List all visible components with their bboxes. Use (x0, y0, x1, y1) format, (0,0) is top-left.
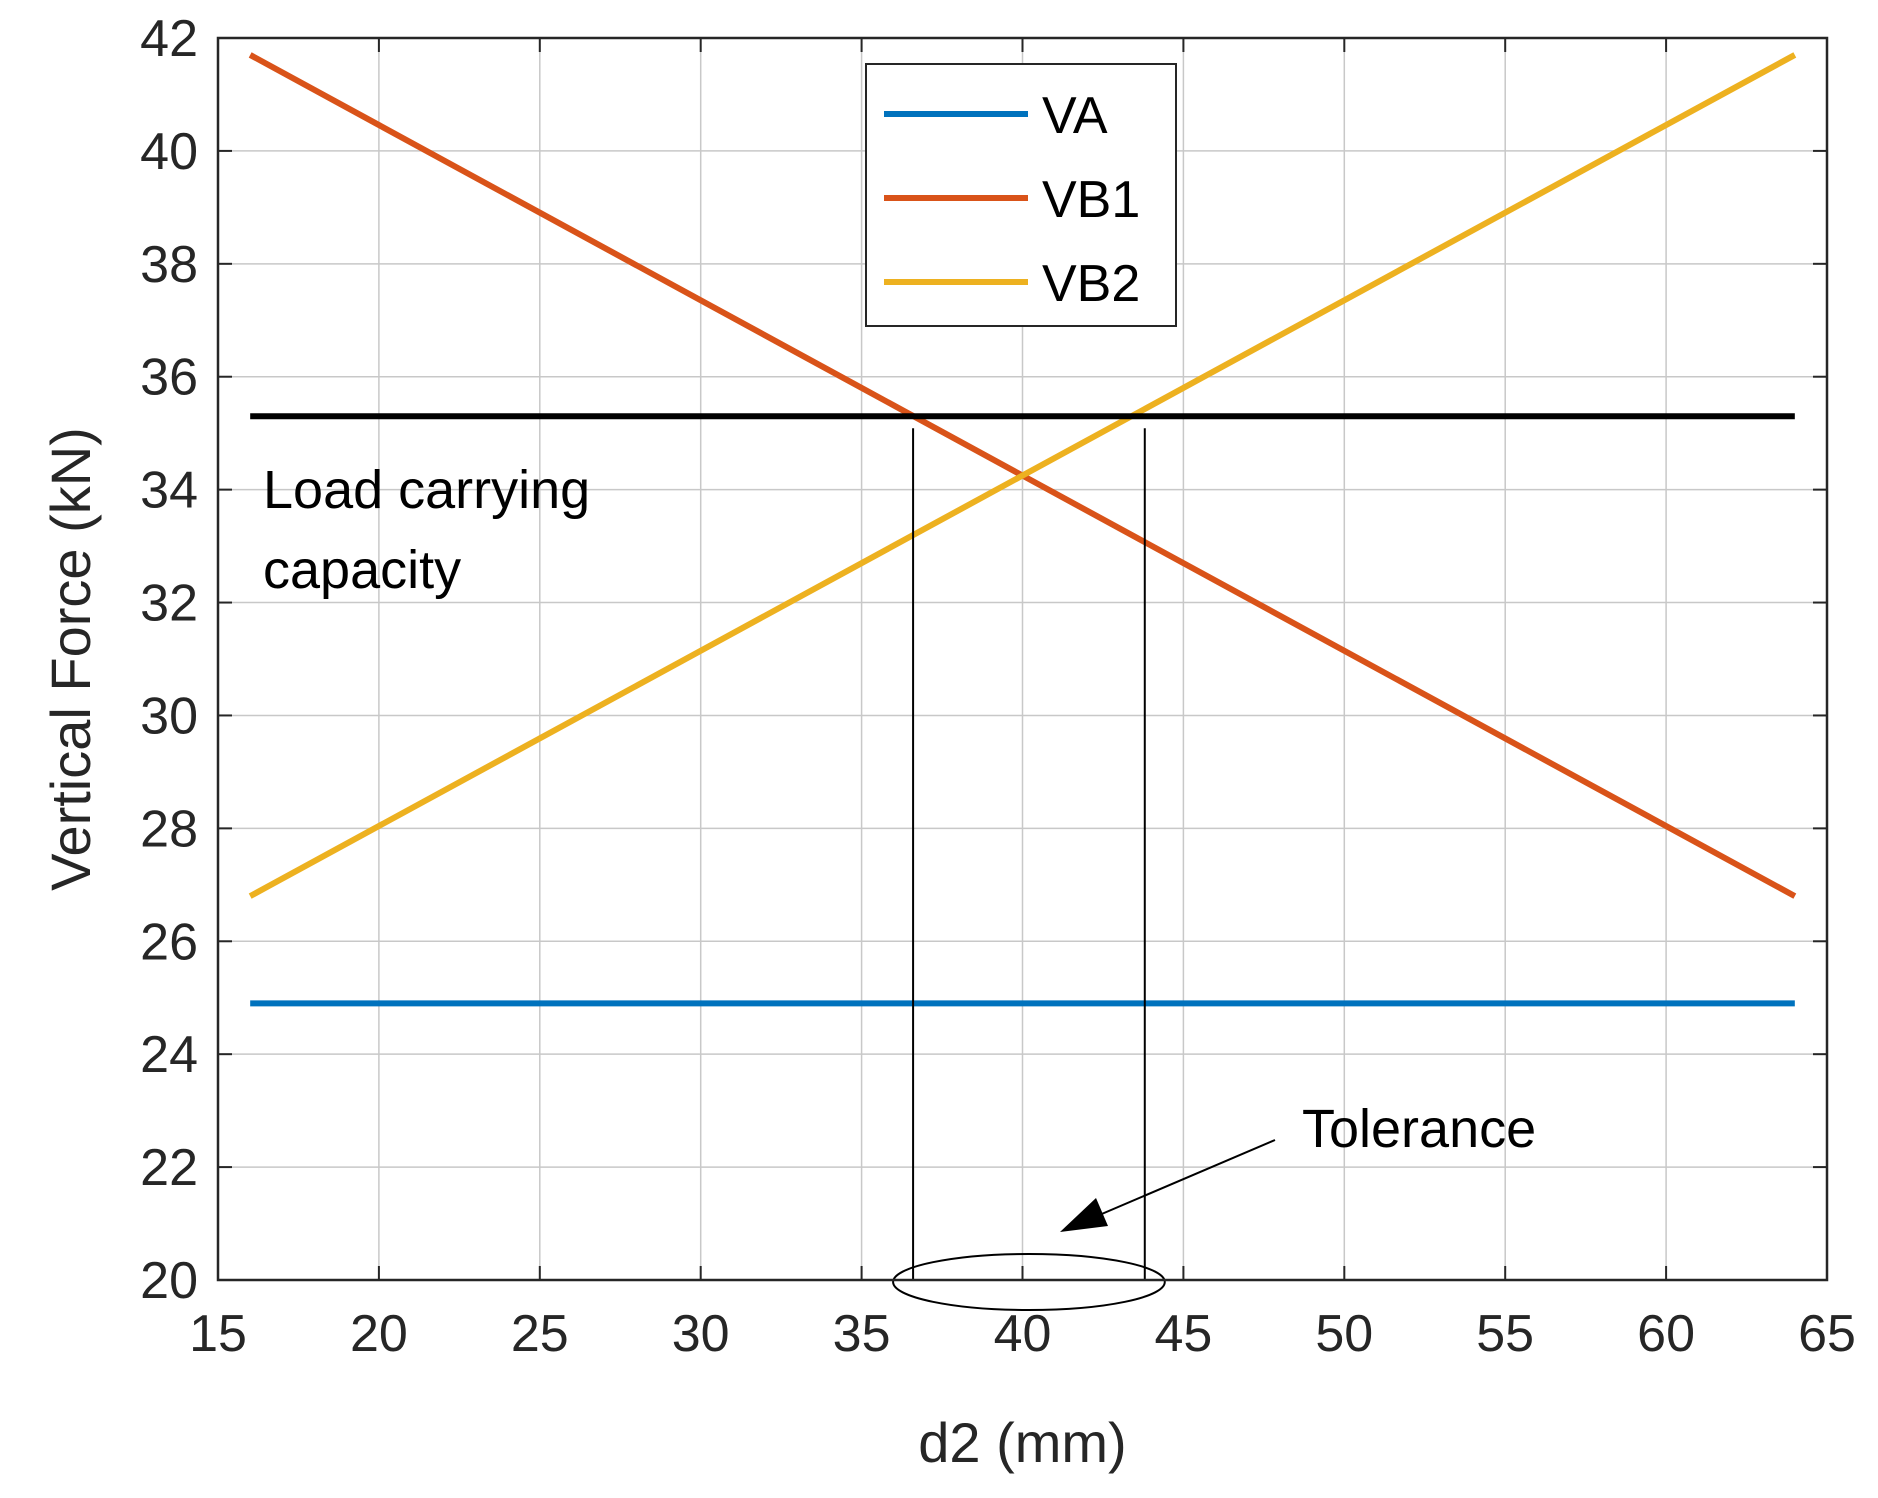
annotations: Load carrying capacity Tolerance (250, 413, 1795, 1311)
tick-marks (217, 37, 1828, 1281)
load-capacity-label-line1: Load carrying (263, 460, 590, 520)
tolerance-arrow-shaft (1089, 1139, 1276, 1220)
x-tick-label: 55 (1476, 1305, 1534, 1363)
y-axis-title: Vertical Force (kN) (39, 427, 102, 891)
y-tick-label: 28 (140, 800, 198, 858)
y-tick-label: 30 (140, 687, 198, 745)
x-tick-label: 30 (672, 1305, 730, 1363)
y-tick-label: 22 (140, 1139, 198, 1197)
y-tick-label: 20 (140, 1252, 198, 1310)
x-axis-title: d2 (mm) (918, 1411, 1126, 1474)
y-tick-label: 34 (140, 462, 198, 520)
x-tick-label: 20 (350, 1305, 408, 1363)
x-tick-label: 50 (1315, 1305, 1373, 1363)
legend-label-va: VA (1042, 87, 1108, 145)
tick-labels: 15 20 25 30 35 40 45 50 55 60 65202224262830323436… (140, 10, 1856, 1363)
tolerance-arrow-head (1060, 1198, 1108, 1232)
tolerance-ellipse (892, 1253, 1166, 1311)
y-tick-label: 38 (140, 236, 198, 294)
load-capacity-label-line2: capacity (263, 540, 461, 600)
series-lines (248, 52, 1797, 1007)
series-line-vb2 (248, 52, 1797, 899)
y-tick-label: 32 (140, 575, 198, 633)
y-tick-label: 42 (140, 10, 198, 68)
x-tick-label: 40 (994, 1305, 1052, 1363)
x-tick-label: 60 (1637, 1305, 1695, 1363)
y-tick-label: 36 (140, 349, 198, 407)
x-tick-label: 45 (1154, 1305, 1212, 1363)
x-tick-label: 65 (1798, 1305, 1856, 1363)
x-tick-label: 25 (511, 1305, 569, 1363)
y-tick-label: 40 (140, 123, 198, 181)
y-tick-label: 24 (140, 1026, 198, 1084)
legend: VA VB1 VB2 (865, 63, 1177, 327)
y-tick-label: 26 (140, 913, 198, 971)
tolerance-label: Tolerance (1302, 1099, 1536, 1159)
x-tick-label: 15 (189, 1305, 247, 1363)
legend-label-vb2: VB2 (1042, 255, 1140, 313)
x-tick-label: 35 (833, 1305, 891, 1363)
legend-label-vb1: VB1 (1042, 171, 1140, 229)
